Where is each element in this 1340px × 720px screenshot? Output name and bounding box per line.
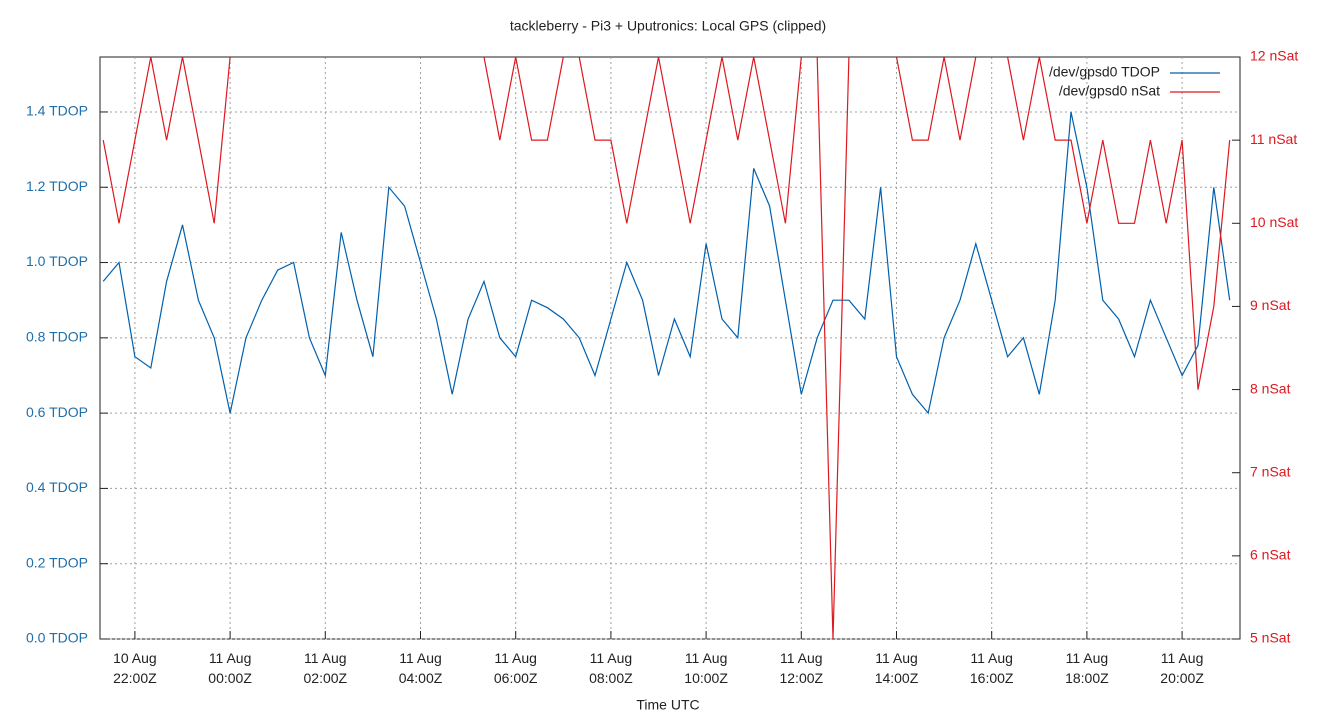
x-axis-label: Time UTC [636,697,699,713]
x-tick-label: 11 Aug 10:00Z [684,650,728,686]
y-tick-label: 1.0 TDOP [26,253,88,269]
x-tick-label: 11 Aug 12:00Z [779,650,824,686]
y2-tick-label: 6 nSat [1250,547,1291,563]
y-tick-label: 0.6 TDOP [26,404,88,420]
x-tick-label: 11 Aug 08:00Z [589,650,633,686]
plot-lines [102,57,1231,639]
x-tick-label: 10 Aug 22:00Z [113,650,157,686]
x-tick-label: 11 Aug 04:00Z [398,650,443,686]
series-line [102,57,1231,639]
y-tick-label: 0.0 TDOP [26,630,88,646]
y-tick-label: 0.4 TDOP [26,479,88,495]
y-tick-label: 1.2 TDOP [26,178,88,194]
x-tick-label: 11 Aug 18:00Z [1065,650,1109,686]
y-tick-label: 0.2 TDOP [26,554,88,570]
y2-tick-label: 11 nSat [1250,131,1297,147]
y2-tick-label: 12 nSat [1250,48,1298,64]
plot-frame [99,56,1241,640]
x-tick-label: 11 Aug 16:00Z [969,650,1014,686]
x-tick-label: 11 Aug 00:00Z [208,650,252,686]
x-tick-label: 11 Aug 20:00Z [1160,650,1204,686]
y2-tick-label: 7 nSat [1250,463,1291,479]
y2-tick-label: 9 nSat [1250,297,1291,313]
legend-label: /dev/gpsd0 nSat [1059,83,1160,99]
y2-tick-label: 8 nSat [1250,380,1291,396]
legend-label: /dev/gpsd0 TDOP [1049,64,1160,80]
chart-title: tackleberry - Pi3 + Uputronics: Local GP… [510,18,826,34]
y2-tick-label: 5 nSat [1250,630,1291,646]
x-tick-label: 11 Aug 02:00Z [303,650,348,686]
y-tick-label: 1.4 TDOP [26,103,88,119]
y-tick-label: 0.8 TDOP [26,329,88,345]
x-tick-label: 11 Aug 06:00Z [493,650,538,686]
y2-tick-label: 10 nSat [1250,214,1298,230]
series-line [102,111,1231,415]
x-tick-label: 11 Aug 14:00Z [874,650,919,686]
